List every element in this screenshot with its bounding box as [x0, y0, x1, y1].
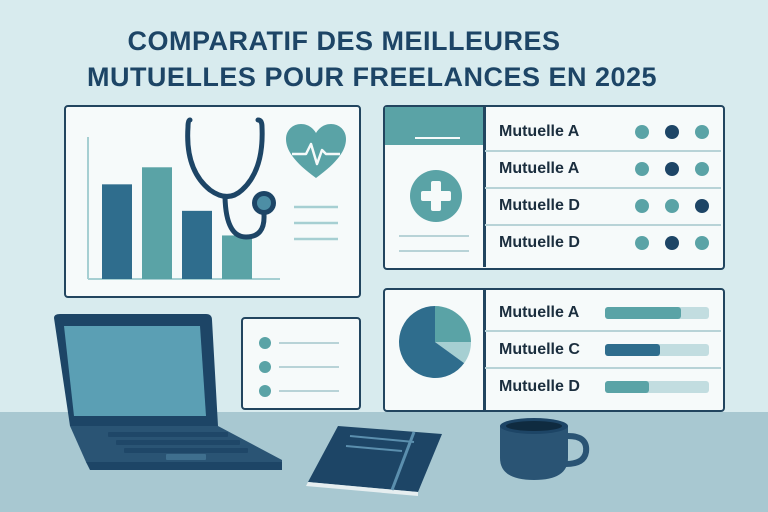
heart-pulse-icon [286, 124, 346, 178]
pie-slice-3 [399, 306, 465, 378]
rating-dot [695, 125, 709, 139]
row-separator [485, 150, 721, 152]
comparison-panel-divider [483, 290, 486, 410]
comparison-bar-fill [605, 381, 649, 393]
rating-dot [665, 199, 679, 213]
bar-chart [87, 137, 338, 280]
rating-row-label: Mutuelle D [499, 197, 580, 214]
rating-panel: Mutuelle A Mutuelle A Mutuelle D Mutuelle D [383, 105, 725, 270]
rating-dot [695, 162, 709, 176]
rating-dot [695, 199, 709, 213]
comparison-bar-fill [605, 344, 661, 356]
rating-dot [665, 125, 679, 139]
rating-row-label: Mutuelle A [499, 160, 580, 177]
comparison-bar-track [605, 307, 709, 319]
list-line [279, 342, 339, 344]
list-line [279, 390, 339, 392]
pie-chart-icon [399, 306, 471, 378]
rating-dot [635, 236, 649, 250]
chart-bar-4 [222, 235, 252, 279]
row-separator [485, 187, 721, 189]
rating-panel-divider [483, 107, 486, 267]
page-title-line-2: MUTUELLES POUR FREELANCES EN 2025 [86, 62, 658, 92]
rating-dot [635, 125, 649, 139]
comparison-row-label: Mutuelle D [499, 378, 580, 395]
list-line [279, 366, 339, 368]
rating-dot [635, 162, 649, 176]
medical-cross-icon [410, 170, 462, 222]
comparison-bar-track [605, 344, 709, 356]
info-line [399, 250, 469, 252]
pie-slice-2 [435, 342, 471, 364]
row-separator [485, 367, 721, 369]
rating-dot [665, 162, 679, 176]
header-line [415, 137, 460, 139]
row-separator [485, 224, 721, 226]
comparison-panel: Mutuelle A Mutuelle C Mutuelle D [383, 288, 725, 412]
coffee-mug-icon [500, 418, 590, 480]
notebook-icon [306, 426, 442, 496]
comparison-bar-fill [605, 307, 681, 319]
rating-row-label: Mutuelle A [499, 123, 580, 140]
comparison-row-label: Mutuelle C [499, 341, 580, 358]
rating-dot [665, 236, 679, 250]
laptop-icon [54, 314, 282, 470]
rating-dot [635, 199, 649, 213]
chart-bar-2 [142, 167, 172, 279]
list-bullet [259, 361, 271, 373]
chart-bar-3 [182, 210, 212, 279]
comparison-row-label: Mutuelle A [499, 304, 580, 321]
stethoscope-icon [185, 117, 276, 240]
list-bullet [259, 337, 271, 349]
page-title-line-1: COMPARATIF DES MEILLEURES [127, 26, 561, 56]
rating-panel-header [385, 107, 485, 145]
list-card [241, 317, 361, 410]
info-line [399, 235, 469, 237]
rating-dot [695, 236, 709, 250]
pie-slice-1 [435, 306, 471, 342]
chart-bar-1 [102, 184, 132, 279]
rating-row-label: Mutuelle D [499, 234, 580, 251]
comparison-bar-track [605, 381, 709, 393]
list-bullet [259, 385, 271, 397]
row-separator [485, 330, 721, 332]
